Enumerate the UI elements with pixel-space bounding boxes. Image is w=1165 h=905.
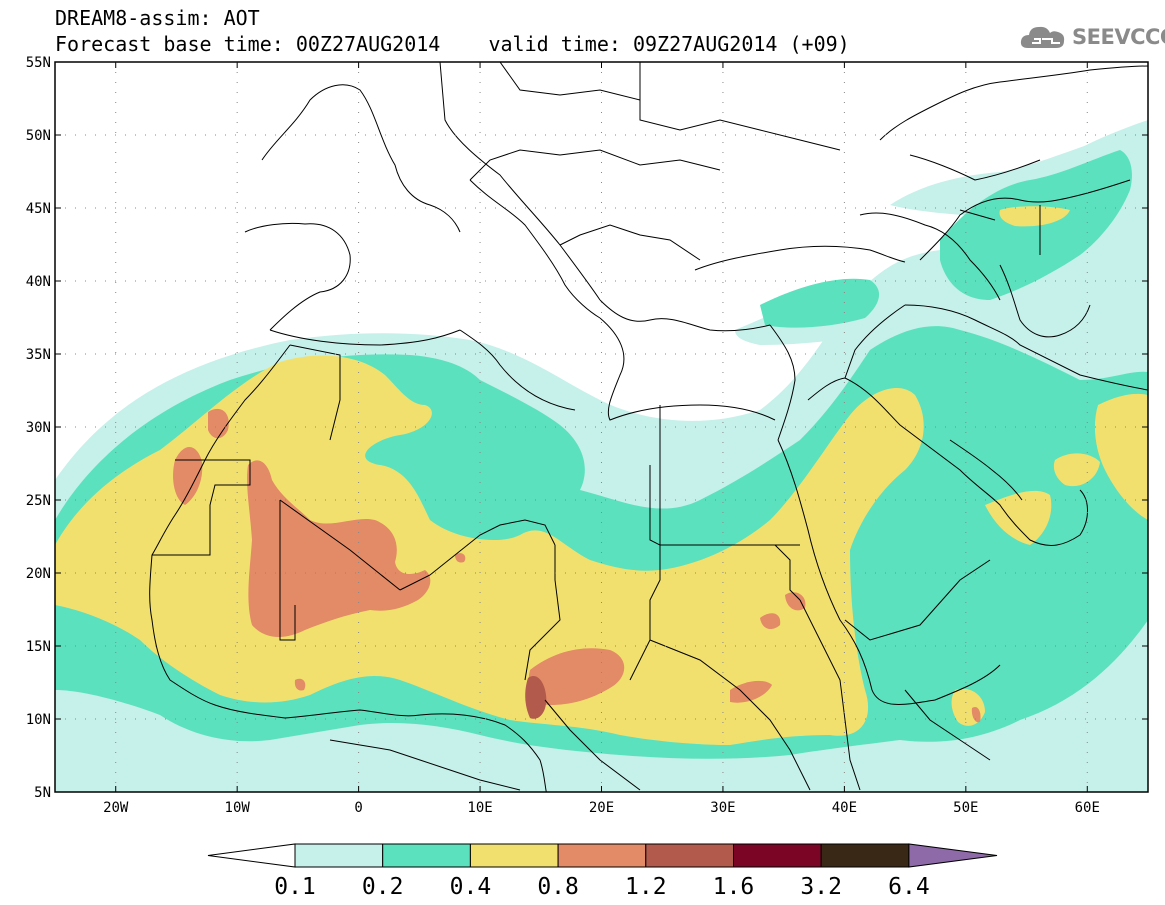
axes: 55N 50N 45N 40N 35N 30N 25N 20N 15N 10N 5N 20W 10W 0 1… xyxy=(26,55,1148,816)
colorbar-tick-label: 0.1 xyxy=(274,874,316,900)
lon-label: 0 xyxy=(354,800,362,816)
lat-label: 40N xyxy=(26,274,51,290)
lat-label: 50N xyxy=(26,128,51,144)
aot-band-0.4 xyxy=(55,206,1148,745)
lat-label: 55N xyxy=(26,55,51,71)
colorbar-swatch xyxy=(557,843,647,868)
lat-label: 5N xyxy=(34,785,51,801)
lon-label: 50E xyxy=(953,800,978,816)
lon-label: 10E xyxy=(467,800,492,816)
lon-label: 20W xyxy=(103,800,129,816)
cloud-icon xyxy=(1020,26,1065,48)
aot-band-1.2 xyxy=(525,675,547,719)
lon-label: 30E xyxy=(710,800,735,816)
colorbar-swatch xyxy=(382,843,471,868)
colorbar-tick-label: 0.4 xyxy=(450,874,492,900)
colorbar-tick-label: 1.6 xyxy=(713,874,755,900)
lat-label: 20N xyxy=(26,566,51,582)
colorbar-swatch xyxy=(294,843,384,868)
colorbar-swatch xyxy=(820,843,910,868)
colorbar-low-arrow xyxy=(207,843,296,868)
lat-label: 25N xyxy=(26,493,51,509)
lat-label: 10N xyxy=(26,712,51,728)
colorbar-tick-label: 3.2 xyxy=(800,874,842,900)
lat-label: 30N xyxy=(26,420,51,436)
lon-label: 40E xyxy=(832,800,857,816)
lat-label: 15N xyxy=(26,639,51,655)
lat-label: 45N xyxy=(26,201,51,217)
colorbar-tick-label: 0.2 xyxy=(362,874,404,900)
graticule xyxy=(55,62,1148,792)
map-title: DREAM8-assim: AOT xyxy=(55,6,260,30)
lon-label: 60E xyxy=(1075,800,1100,816)
colorbar-tick-label: 0.8 xyxy=(537,874,579,900)
colorbar-swatch xyxy=(733,843,822,868)
lon-label: 20E xyxy=(589,800,614,816)
lon-label: 10W xyxy=(225,800,251,816)
colorbar-swatch xyxy=(469,843,559,868)
colorbar: 0.1 0.2 0.4 0.8 1.2 1.6 3.2 6.4 xyxy=(207,843,998,900)
colorbar-swatch xyxy=(645,843,734,868)
aot-band-0.8 xyxy=(173,408,981,723)
forecast-time-line: Forecast base time: 00Z27AUG2014 valid t… xyxy=(55,32,850,56)
aot-field xyxy=(55,120,1148,792)
colorbar-tick-label: 6.4 xyxy=(888,874,930,900)
coastlines-borders xyxy=(149,62,1148,792)
lat-label: 35N xyxy=(26,347,51,363)
seevccc-logo: SEEVCCC xyxy=(1018,22,1165,52)
colorbar-high-arrow xyxy=(908,843,998,868)
logo-text: SEEVCCC xyxy=(1072,25,1165,49)
colorbar-tick-label: 1.2 xyxy=(625,874,667,900)
